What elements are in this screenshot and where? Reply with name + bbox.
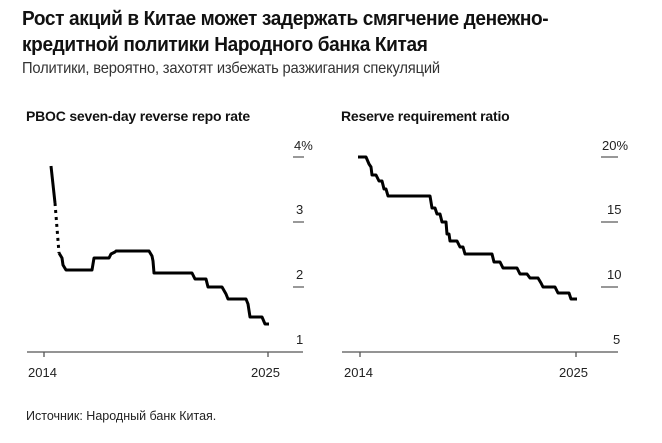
right-y-label-10: 10 <box>607 267 621 282</box>
right-y-ticks <box>601 156 618 288</box>
subtitle: Политики, вероятно, захотят избежать раз… <box>22 60 440 77</box>
headline-line-1: Рост акций в Китае может задержать смягч… <box>22 7 549 30</box>
left-x-label-2025: 2025 <box>251 365 280 380</box>
right-chart: 20% 15 10 5 2014 2025 <box>342 138 628 380</box>
right-x-label-2025: 2025 <box>559 365 588 380</box>
left-chart: 4% 3 2 1 2014 2025 <box>27 138 313 380</box>
source-note: Источник: Народный банк Китая. <box>26 409 217 423</box>
left-y-label-3: 3 <box>296 202 303 217</box>
left-data-line <box>49 165 269 326</box>
headline: Рост акций в Китае может задержать смягч… <box>22 6 654 58</box>
left-x-label-2014: 2014 <box>28 365 57 380</box>
right-y-label-15: 15 <box>607 202 621 217</box>
right-x-label-2014: 2014 <box>344 365 373 380</box>
left-y-label-1: 1 <box>296 332 303 347</box>
right-data-line <box>358 155 577 301</box>
left-y-label-2: 2 <box>296 267 303 282</box>
left-y-ticks <box>293 156 304 288</box>
headline-line-2: кредитной политики Народного банка Китая <box>22 33 428 56</box>
right-chart-title: Reserve requirement ratio <box>341 108 510 124</box>
right-y-label-5: 5 <box>613 332 620 347</box>
left-chart-title: PBOC seven-day reverse repo rate <box>26 108 250 124</box>
left-y-label-4: 4% <box>294 138 313 153</box>
right-y-label-20: 20% <box>602 138 628 153</box>
